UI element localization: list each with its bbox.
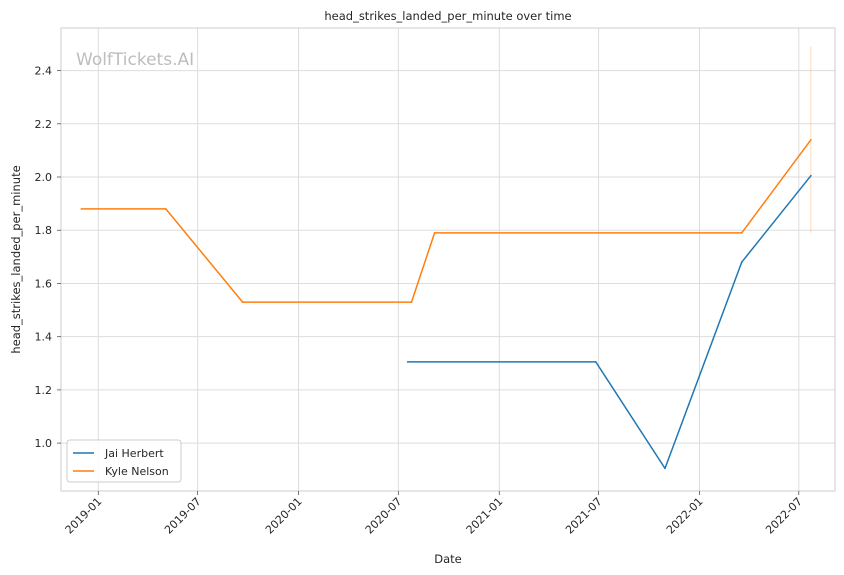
watermark-text: WolfTickets.AI xyxy=(76,50,194,70)
data-point-jai-herbert xyxy=(406,361,409,363)
data-point-kyle-nelson xyxy=(410,301,413,303)
y-tick-label: 2.4 xyxy=(35,65,53,78)
data-point-jai-herbert xyxy=(595,361,597,363)
data-point-kyle-nelson xyxy=(433,232,436,234)
data-point-kyle-nelson xyxy=(740,232,743,234)
series-line-jai-herbert xyxy=(407,175,812,470)
x-axis-label: Date xyxy=(434,552,462,566)
x-axis-ticks: 2019-01 2019-07 2020-01 2020-07 2021-01 2021-… xyxy=(63,491,805,537)
x-tick-label: 2019-07 xyxy=(162,495,204,537)
x-tick-label: 2019-01 xyxy=(63,495,105,537)
y-tick-label: 1.4 xyxy=(35,331,53,344)
y-tick-label: 2.2 xyxy=(35,118,53,131)
series-line-kyle-nelson xyxy=(81,139,812,303)
data-point-kyle-nelson xyxy=(810,138,812,141)
x-tick-label: 2022-01 xyxy=(664,495,706,537)
y-tick-label: 1.6 xyxy=(35,277,53,290)
data-point-kyle-nelson xyxy=(164,208,167,210)
x-tick-label: 2022-07 xyxy=(763,495,805,537)
data-point-jai-herbert xyxy=(664,467,666,470)
y-tick-label: 1.8 xyxy=(35,224,53,237)
grid-lines xyxy=(61,28,835,491)
x-tick-label: 2020-07 xyxy=(363,495,405,537)
series-lines xyxy=(80,138,812,470)
x-tick-label: 2021-01 xyxy=(464,495,506,537)
chart-title: head_strikes_landed_per_minute over time xyxy=(324,9,571,23)
legend-label: Kyle Nelson xyxy=(105,465,169,478)
y-tick-label: 1.2 xyxy=(35,384,53,397)
data-point-kyle-nelson xyxy=(241,301,244,303)
legend-label: Jai Herbert xyxy=(104,447,164,460)
y-tick-label: 2.0 xyxy=(35,171,53,184)
y-tick-label: 1.0 xyxy=(35,437,53,450)
data-point-jai-herbert xyxy=(740,261,743,263)
plot-area-frame xyxy=(60,27,836,492)
y-axis-label: head_strikes_landed_per_minute xyxy=(9,165,23,353)
y-axis-ticks: 1.0 1.2 1.4 1.6 1.8 2.0 2.2 2.4 xyxy=(35,65,61,450)
data-point-kyle-nelson xyxy=(80,208,83,210)
data-point-jai-herbert xyxy=(810,174,812,177)
legend: Jai Herbert Kyle Nelson xyxy=(66,439,182,483)
legend-box xyxy=(66,439,182,483)
x-tick-label: 2020-01 xyxy=(263,495,305,537)
x-tick-label: 2021-07 xyxy=(563,495,605,537)
